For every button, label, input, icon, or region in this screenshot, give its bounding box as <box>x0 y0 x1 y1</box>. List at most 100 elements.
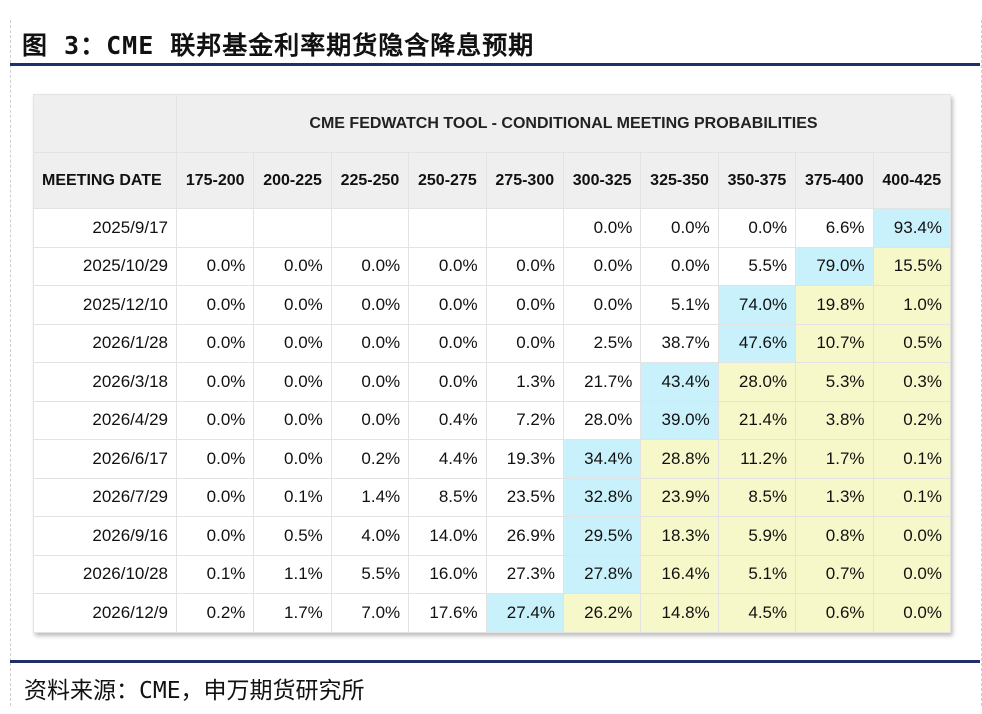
probability-cell: 0.0% <box>175 323 255 363</box>
table-body: 2025/9/17 0.0% 0.0% 0.0% 6.6% 93.4% 2025/10/29… <box>33 208 952 633</box>
probability-cell: 0.0% <box>330 400 410 440</box>
meeting-date-cell: 2026/4/29 <box>33 400 177 440</box>
probability-cell: 0.0% <box>253 285 332 325</box>
probability-cell: 0.0% <box>175 362 255 402</box>
probability-cell: 0.2% <box>175 593 255 633</box>
probability-cell: 0.0% <box>717 208 797 248</box>
probability-cell: 27.3% <box>485 554 564 594</box>
corner-cell <box>33 94 177 153</box>
rate-range-header: 225-250 <box>330 152 410 209</box>
probability-cell: 0.0% <box>485 323 564 363</box>
probability-cell: 39.0% <box>640 400 719 440</box>
probability-cell: 0.5% <box>872 323 952 363</box>
probability-cell: 0.0% <box>175 400 255 440</box>
probability-cell: 0.0% <box>330 323 410 363</box>
meeting-date-cell: 2025/12/10 <box>33 285 177 325</box>
probability-cell: 23.5% <box>485 477 564 517</box>
probability-cell: 7.0% <box>330 593 410 633</box>
probability-cell: 0.0% <box>872 593 952 633</box>
rate-range-header: 200-225 <box>253 152 332 209</box>
probability-cell: 0.0% <box>408 246 487 286</box>
meeting-date-cell: 2026/1/28 <box>33 323 177 363</box>
probability-cell: 38.7% <box>640 323 719 363</box>
super-header-row: CME FEDWATCH TOOL - CONDITIONAL MEETING … <box>33 94 951 153</box>
probability-cell: 32.8% <box>562 477 642 517</box>
probability-cell: 34.4% <box>562 439 642 479</box>
probability-cell: 0.0% <box>253 246 332 286</box>
table-row: 2026/10/28 0.1% 1.1% 5.5% 16.0% 27.3% 27.8% 16.… <box>33 554 952 594</box>
probability-cell: 1.7% <box>795 439 874 479</box>
probability-cell: 27.4% <box>485 593 564 633</box>
probability-cell: 7.2% <box>485 400 564 440</box>
rate-range-header: 400-425 <box>872 152 952 209</box>
probability-cell: 0.0% <box>485 246 564 286</box>
probability-cell: 1.0% <box>872 285 952 325</box>
probability-cell: 0.0% <box>330 362 410 402</box>
probability-cell: 17.6% <box>408 593 487 633</box>
probability-cell: 0.0% <box>175 246 255 286</box>
probability-cell <box>253 208 332 248</box>
rate-range-header: 175-200 <box>175 152 255 209</box>
probability-cell: 0.0% <box>253 439 332 479</box>
table-row: 2026/12/9 0.2% 1.7% 7.0% 17.6% 27.4% 26.2% 14.8… <box>33 593 952 633</box>
probability-cell: 19.3% <box>485 439 564 479</box>
probability-cell: 79.0% <box>795 246 874 286</box>
probability-cell: 43.4% <box>640 362 719 402</box>
probability-cell: 28.0% <box>562 400 642 440</box>
probability-cell: 1.1% <box>253 554 332 594</box>
meeting-date-cell: 2026/6/17 <box>33 439 177 479</box>
table-row: 2025/12/10 0.0% 0.0% 0.0% 0.0% 0.0% 0.0% 5.1% 74… <box>33 285 952 325</box>
probability-cell: 5.3% <box>795 362 874 402</box>
probability-cell: 0.3% <box>872 362 952 402</box>
table-row: 2026/7/29 0.0% 0.1% 1.4% 8.5% 23.5% 32.8% 23.9%… <box>33 477 952 517</box>
probability-cell: 23.9% <box>640 477 719 517</box>
probability-cell: 0.0% <box>253 323 332 363</box>
column-header-row: MEETING DATE 175-200 200-225 225-250 250-27… <box>33 152 952 209</box>
probability-cell <box>330 208 410 248</box>
probability-cell: 21.7% <box>562 362 642 402</box>
table-row: 2026/1/28 0.0% 0.0% 0.0% 0.0% 0.0% 2.5% 38.7% 47… <box>33 323 952 363</box>
probability-cell: 0.2% <box>330 439 410 479</box>
probability-cell: 0.1% <box>175 554 255 594</box>
probability-cell: 0.0% <box>253 362 332 402</box>
probability-cell: 0.0% <box>640 208 719 248</box>
probability-cell: 0.0% <box>175 516 255 556</box>
probability-cell: 21.4% <box>717 400 797 440</box>
probability-cell: 0.0% <box>175 439 255 479</box>
probability-cell <box>485 208 564 248</box>
probability-cell: 5.9% <box>717 516 797 556</box>
probability-cell: 0.0% <box>408 362 487 402</box>
meeting-date-header: MEETING DATE <box>33 152 177 209</box>
probability-cell: 26.9% <box>485 516 564 556</box>
probability-cell: 47.6% <box>717 323 797 363</box>
probability-cell: 27.8% <box>562 554 642 594</box>
probability-cell: 4.4% <box>408 439 487 479</box>
probability-cell: 0.2% <box>872 400 952 440</box>
probability-cell: 0.0% <box>640 246 719 286</box>
probability-cell: 0.5% <box>253 516 332 556</box>
probability-cell: 0.1% <box>253 477 332 517</box>
table-super-header: CME FEDWATCH TOOL - CONDITIONAL MEETING … <box>176 94 951 153</box>
probability-cell: 0.7% <box>795 554 874 594</box>
probability-cell <box>408 208 487 248</box>
probability-cell: 74.0% <box>717 285 797 325</box>
meeting-date-cell: 2026/7/29 <box>33 477 177 517</box>
probability-cell: 0.0% <box>330 246 410 286</box>
rate-range-header: 275-300 <box>485 152 564 209</box>
rate-range-header: 325-350 <box>640 152 719 209</box>
probability-cell: 0.0% <box>872 516 952 556</box>
table-row: 2025/10/29 0.0% 0.0% 0.0% 0.0% 0.0% 0.0% 0.0% 5.… <box>33 246 952 286</box>
probability-cell: 0.8% <box>795 516 874 556</box>
probability-cell: 0.0% <box>408 323 487 363</box>
probability-cell: 8.5% <box>717 477 797 517</box>
probability-cell: 18.3% <box>640 516 719 556</box>
meeting-date-cell: 2025/9/17 <box>33 208 177 248</box>
probability-cell: 5.1% <box>640 285 719 325</box>
probability-cell: 1.4% <box>330 477 410 517</box>
meeting-date-cell: 2026/3/18 <box>33 362 177 402</box>
probability-cell: 1.7% <box>253 593 332 633</box>
probability-cell: 16.0% <box>408 554 487 594</box>
table-row: 2026/6/17 0.0% 0.0% 0.2% 4.4% 19.3% 34.4% 28.8%… <box>33 439 952 479</box>
probability-cell: 0.1% <box>872 477 952 517</box>
meeting-date-cell: 2026/9/16 <box>33 516 177 556</box>
